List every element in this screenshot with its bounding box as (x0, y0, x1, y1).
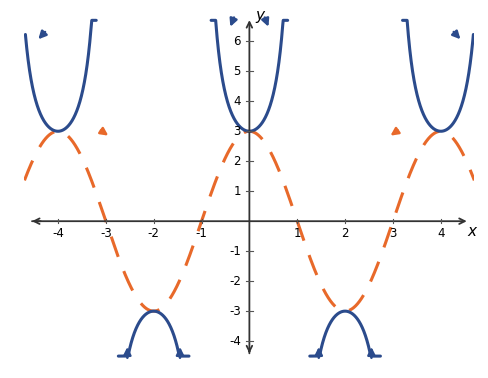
Text: -1: -1 (195, 226, 207, 240)
Text: 2: 2 (233, 155, 240, 168)
Text: 2: 2 (341, 226, 348, 240)
Text: y: y (255, 8, 264, 23)
Text: -3: -3 (228, 305, 240, 318)
Text: 4: 4 (436, 226, 444, 240)
Text: 3: 3 (388, 226, 396, 240)
Text: -4: -4 (228, 335, 240, 348)
Text: -1: -1 (228, 245, 240, 258)
Text: -3: -3 (100, 226, 111, 240)
Text: 1: 1 (293, 226, 301, 240)
Text: -2: -2 (228, 275, 240, 288)
Text: 5: 5 (233, 65, 240, 78)
Text: 1: 1 (233, 185, 240, 198)
Text: -4: -4 (52, 226, 64, 240)
Text: -2: -2 (147, 226, 159, 240)
Text: 4: 4 (233, 95, 240, 108)
Text: 6: 6 (233, 35, 240, 48)
Text: x: x (467, 224, 475, 239)
Text: 3: 3 (233, 125, 240, 138)
